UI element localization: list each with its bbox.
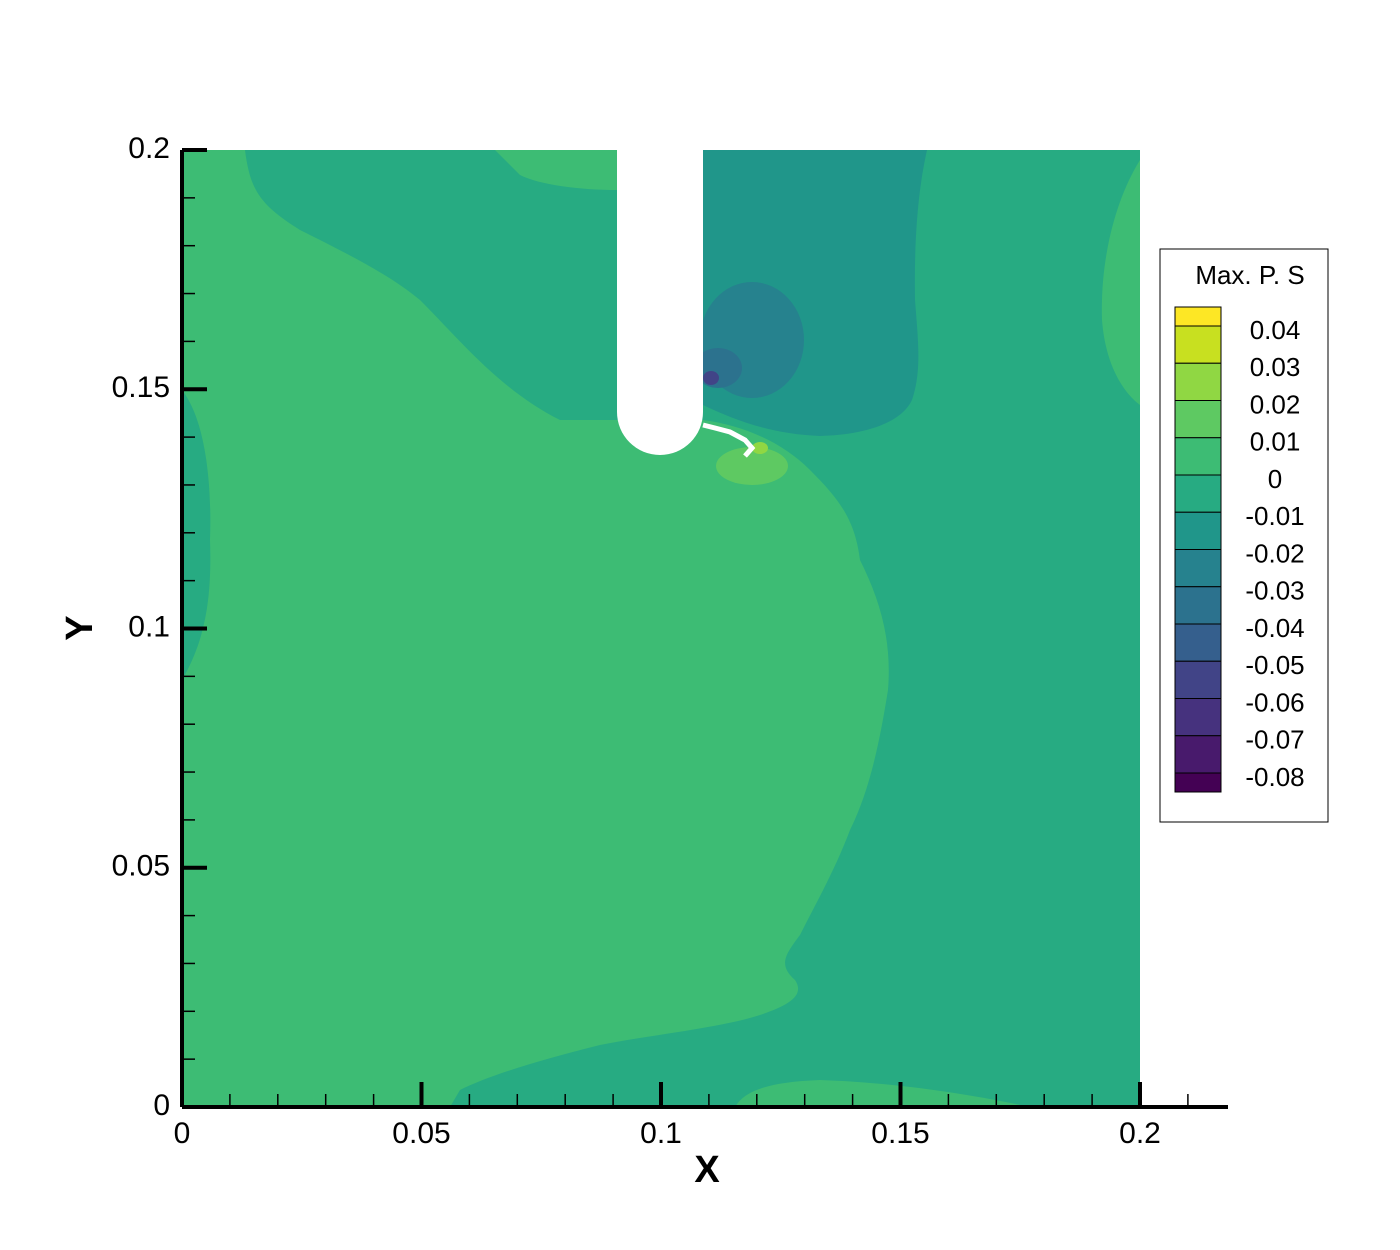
contour-region [495,150,617,190]
colorbar-band [1174,772,1222,793]
legend: Max. P. S 0.04 0.03 0.02 0.01 0 -0.01 -0.02 -0.… [1159,248,1329,823]
x-tick-label: 0.1 [640,1117,682,1150]
x-tick-label: 0 [174,1117,191,1150]
legend-label: 0.03 [1250,352,1301,382]
contour-region [182,390,211,680]
colorbar-band [1174,511,1222,550]
legend-title: Max. P. S [1195,260,1304,290]
y-tick-label: 0.2 [128,132,170,165]
y-axis-title: Y [59,615,101,640]
contour-region [735,1080,1030,1107]
colorbar-band [1174,735,1222,774]
colorbar-band [1174,362,1222,401]
colorbar-band [1174,325,1222,364]
x-axis-title: X [694,1149,720,1191]
y-tick-label: 0.15 [112,371,170,404]
colorbar-band [1174,698,1222,737]
legend-label: -0.08 [1245,762,1304,792]
legend-label: -0.03 [1245,576,1304,606]
contour-region [703,371,719,385]
colorbar-band [1174,660,1222,699]
y-tick-label: 0.1 [128,610,170,643]
crack [702,422,756,458]
notch [617,150,703,455]
colorbar-band [1174,549,1222,588]
legend-label: 0.01 [1250,427,1301,457]
colorbar-band [1174,437,1222,476]
x-tick-label: 0.2 [1119,1117,1161,1150]
legend-label: 0 [1268,464,1282,494]
x-tick-label: 0.05 [392,1117,450,1150]
colorbar-band [1174,474,1222,513]
legend-label: -0.02 [1245,538,1304,568]
legend-label: -0.07 [1245,725,1304,755]
legend-label: -0.04 [1245,613,1304,643]
legend-label: 0.04 [1250,315,1301,345]
colorbar-band [1174,623,1222,662]
axes: 0 0.05 0.1 0.15 0.2 0 0.05 0.1 0.15 0.2 [112,132,1228,1150]
legend-label: -0.01 [1245,501,1304,531]
legend-label: 0.02 [1250,389,1301,419]
colorbar-band [1174,586,1222,625]
colorbar-band [1174,306,1222,327]
contour-field [182,150,1140,1107]
contour-region [716,447,788,485]
y-tick-label: 0 [153,1089,170,1122]
contour-region [752,442,768,454]
contour-region [1101,160,1140,405]
colorbar-band [1174,400,1222,439]
legend-label: -0.05 [1245,650,1304,680]
y-tick-label: 0.05 [112,850,170,883]
x-tick-label: 0.15 [871,1117,929,1150]
legend-label: -0.06 [1245,687,1304,717]
contour-region [182,150,889,1107]
